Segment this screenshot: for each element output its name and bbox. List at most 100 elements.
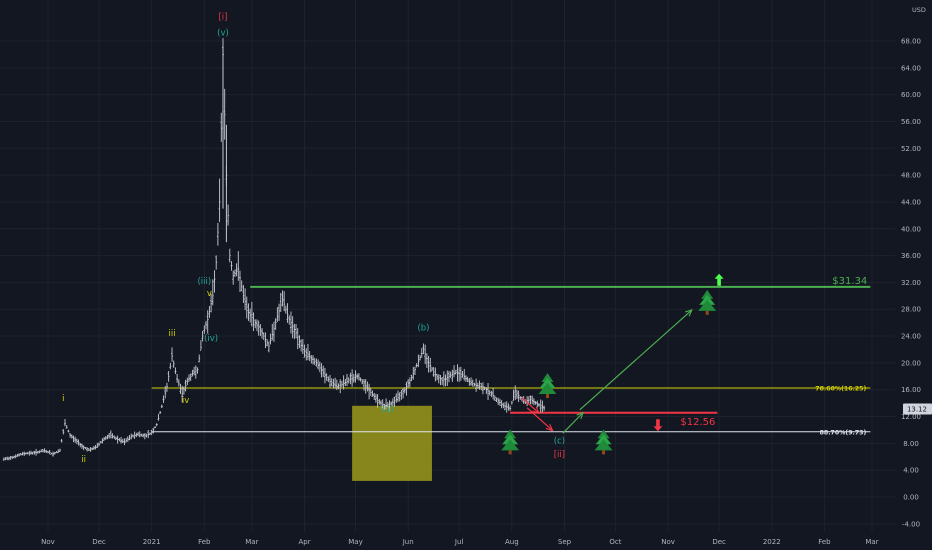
ohlc-bar (515, 389, 518, 400)
ohlc-bar (340, 381, 343, 388)
projection-arrows[interactable] (521, 310, 692, 434)
ohlc-bar (405, 381, 408, 396)
tree-icon-trunk (545, 394, 549, 399)
ohlc-bar (344, 378, 347, 387)
ohlc-bar (488, 390, 491, 396)
projection-line[interactable] (521, 397, 539, 413)
x-tick-label: 2022 (763, 538, 781, 546)
ohlc-bar (150, 429, 153, 436)
projection-line[interactable] (526, 407, 552, 431)
y-tick-label: 0.00 (903, 494, 919, 502)
x-tick-label: Nov (661, 538, 675, 546)
ohlc-bar (179, 383, 182, 394)
ohlc-bar (99, 441, 102, 444)
ohlc-bar (174, 367, 177, 375)
ohlc-bar (152, 427, 155, 434)
ohlc-bar (470, 377, 473, 386)
ohlc-bar (495, 397, 498, 403)
x-axis[interactable]: Nov Dec 2021 Feb Mar Apr May Jun Jul Aug Sep Oct Nov… (41, 538, 879, 546)
ohlc-bar (143, 433, 146, 440)
ohlc-bar (337, 383, 340, 390)
ohlc-bar (361, 379, 364, 385)
projection-line[interactable] (579, 310, 692, 411)
ohlc-bar (427, 355, 430, 373)
ohlc-bar (395, 393, 398, 403)
ohlc-bar (155, 423, 158, 427)
ohlc-bar (199, 340, 202, 352)
ohlc-bar (497, 397, 500, 406)
ohlc-bar (478, 380, 481, 390)
y-tick-label: 48.00 (901, 172, 921, 180)
tree-icon-top (597, 429, 610, 439)
ohlc-bar (519, 396, 522, 400)
ohlc-bar (351, 369, 354, 387)
ohlc-bar (510, 401, 513, 405)
ohlc-bar (444, 374, 447, 387)
ohlc-bar (216, 222, 219, 246)
ohlc-bar (325, 373, 328, 381)
wave-label: [ii] (554, 450, 565, 460)
x-tick-label: Mar (865, 538, 878, 546)
ohlc-bar (121, 438, 124, 444)
ohlc-bar (254, 319, 257, 329)
ohlc-bar (108, 433, 111, 439)
ohlc-bar (422, 343, 425, 355)
ohlc-bar (492, 387, 495, 400)
level-label: 78.60%(16.25) (815, 386, 866, 393)
ohlc-bar (538, 403, 541, 407)
ohlc-bar (255, 319, 258, 331)
ohlc-bar (223, 88, 226, 140)
ohlc-bar (531, 395, 534, 405)
y-tick-label: 44.00 (901, 198, 921, 206)
ohlc-bar (363, 378, 366, 391)
ohlc-bar (18, 453, 21, 457)
x-tick-label: Nov (41, 538, 55, 546)
ohlc-bar (396, 390, 399, 402)
ohlc-bar (177, 379, 180, 387)
ohlc-bar (454, 369, 457, 375)
wave-label: (v) (217, 29, 229, 39)
ohlc-bar (437, 374, 440, 384)
wave-label: [i] (218, 13, 227, 23)
ohlc-bar (485, 387, 488, 394)
tree-icon-trunk (602, 450, 606, 455)
ohlc-bar (317, 359, 320, 370)
ohlc-bar (228, 248, 231, 263)
tree-icon (594, 429, 613, 455)
ohlc-bar (357, 373, 360, 381)
ohlc-bar (429, 357, 432, 373)
ohlc-bar (507, 403, 510, 411)
ohlc-bar (125, 438, 128, 443)
ohlc-bar (532, 398, 535, 406)
ohlc-bar (439, 375, 442, 386)
ohlc-bar (267, 341, 270, 353)
ohlc-bar (541, 400, 544, 413)
ohlc-bar (259, 324, 262, 337)
ohlc-bar (30, 450, 33, 455)
y-axis[interactable]: -4.00 0.00 4.00 8.00 12.00 16.00 20.00 24.00 28.… (901, 38, 921, 529)
ohlc-bar (400, 389, 403, 400)
ohlc-bar (412, 366, 415, 380)
ohlc-bar (167, 370, 170, 382)
level-label: 88.70%(9.73) (820, 429, 867, 436)
ohlc-bar (464, 375, 467, 383)
yellow-zone (352, 405, 432, 481)
x-tick-label: Mar (245, 538, 258, 546)
projection-line[interactable] (562, 413, 583, 434)
ohlc-bar (291, 316, 294, 339)
ohlc-bar (390, 401, 393, 406)
x-tick-label: Feb (198, 538, 211, 546)
ohlc-bar (188, 374, 191, 382)
grid-lines (0, 0, 895, 532)
ohlc-bar (97, 442, 100, 447)
ohlc-bar (169, 362, 172, 370)
ohlc-bar (284, 305, 287, 314)
ohlc-bar (458, 367, 461, 382)
ohlc-bar (289, 311, 292, 334)
ohlc-bar (274, 318, 277, 330)
ohlc-bar (388, 400, 391, 412)
ohlc-bar (7, 456, 10, 461)
ohlc-bar (543, 405, 546, 411)
